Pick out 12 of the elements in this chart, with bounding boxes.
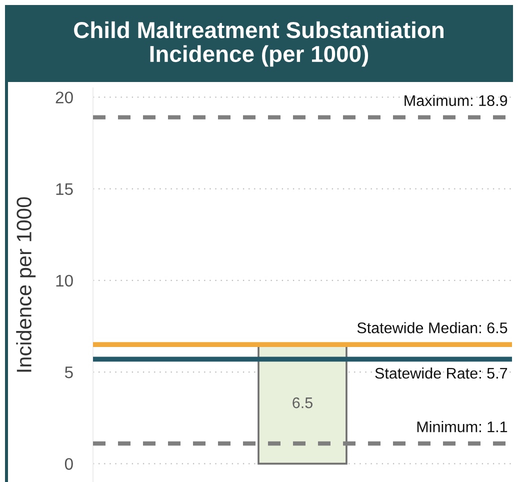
- y-tick-label: 5: [64, 366, 73, 378]
- ref-line-label: Statewide Rate: 5.7: [375, 367, 508, 379]
- y-tick-label: 20: [56, 92, 73, 104]
- chart-title: Child Maltreatment Substantiation Incidence (per 1000): [74, 21, 444, 67]
- data-label: 6.5: [292, 397, 312, 408]
- ref-line-label: Maximum: 18.9: [404, 94, 508, 106]
- ref-line-label: Statewide Median: 6.5: [357, 322, 508, 334]
- y-tick-label: 10: [56, 274, 73, 287]
- y-tick-label: 0: [64, 458, 73, 470]
- y-axis-title: Incidence per 1000: [16, 197, 36, 372]
- y-tick-label: 15: [56, 183, 73, 195]
- ref-line-label: Minimum: 1.1: [417, 421, 508, 432]
